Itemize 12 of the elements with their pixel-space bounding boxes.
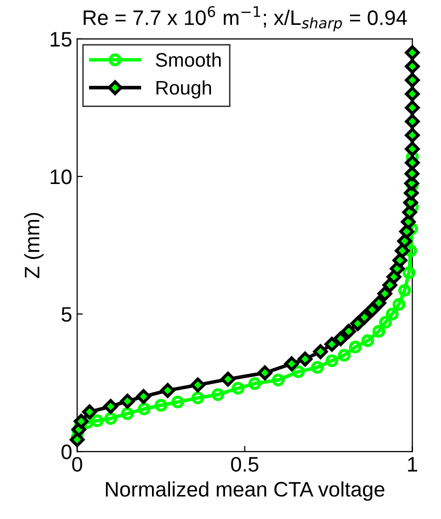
y-tick-label: 10 — [50, 169, 72, 184]
y-tick-label: 5 — [62, 307, 72, 322]
x-tick-label: 0 — [72, 456, 82, 472]
x-tick-label: 0.5 — [231, 456, 258, 472]
y-tick-label: 15 — [50, 32, 72, 47]
y-tick-label: 0 — [62, 444, 72, 460]
y-axis-title: Z (mm) — [24, 212, 44, 278]
x-tick-label: 1 — [408, 457, 418, 472]
legend-label: Smooth — [156, 52, 221, 67]
chart-title: Re = 7.7 x 10$^{6}$ m$^{−1}$; x/L$_{sharp}$ = 0.94 — [84, 6, 407, 32]
x-axis-title: Normalized mean CTA voltage — [106, 481, 384, 501]
legend-label: Rough — [156, 80, 211, 99]
